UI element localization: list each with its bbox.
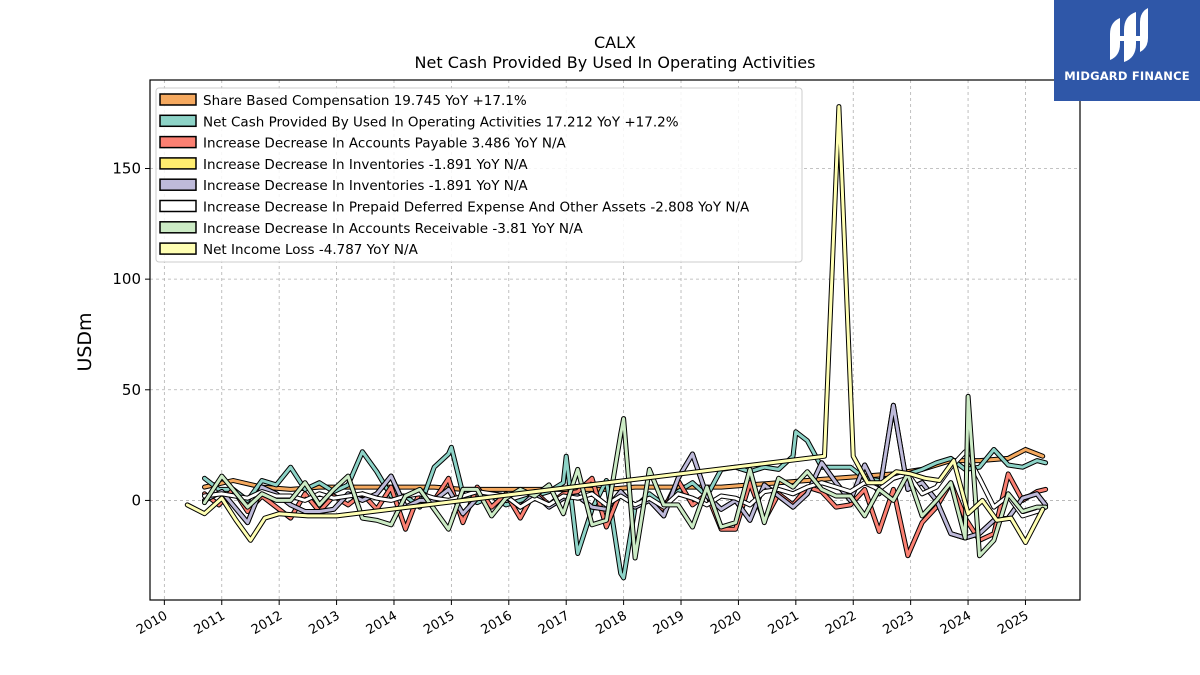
legend: Share Based Compensation 19.745 YoY +17.… (155, 87, 803, 263)
series-7 (184, 104, 1046, 545)
series-6 (202, 393, 1049, 561)
legend-swatch (159, 93, 197, 106)
legend-box (155, 87, 803, 263)
legend-label: Increase Decrease In Prepaid Deferred Ex… (203, 200, 750, 216)
brand-logo: MIDGARD FINANCE (1054, 0, 1200, 101)
legend-label: Increase Decrease In Inventories -1.891 … (203, 178, 528, 194)
y-tick-label: 150 (112, 160, 141, 178)
legend-label: Increase Decrease In Accounts Payable 3.… (203, 136, 566, 152)
legend-label: Net Cash Provided By Used In Operating A… (203, 114, 679, 130)
y-tick-label: 50 (122, 381, 141, 399)
y-axis: 0 50 100 150 (112, 160, 150, 509)
legend-swatch (159, 178, 197, 191)
y-tick-label: 0 (131, 491, 141, 509)
legend-label: Net Income Loss -4.787 YoY N/A (203, 242, 419, 258)
legend-swatch (159, 135, 197, 149)
plot-frame (149, 79, 1081, 601)
brand-mark-icon (1110, 8, 1148, 62)
y-tick-label: 100 (112, 270, 141, 288)
legend-label: Increase Decrease In Inventories -1.891 … (203, 157, 528, 173)
legend-swatch (159, 199, 197, 213)
legend-swatch (159, 242, 197, 255)
legend-swatch (159, 157, 197, 170)
chart-subtitle: Net Cash Provided By Used In Operating A… (415, 53, 816, 72)
legend-label: Share Based Compensation 19.745 YoY +17.… (203, 93, 527, 109)
series-line (203, 394, 1048, 560)
brand-name: MIDGARD FINANCE (1064, 69, 1190, 83)
legend-swatch (159, 114, 197, 128)
y-axis-label: USDm (74, 312, 96, 371)
series-line (185, 105, 1045, 544)
legend-swatch (159, 221, 197, 234)
legend-label: Increase Decrease In Accounts Receivable… (203, 221, 584, 237)
plot-area (184, 104, 1049, 581)
chart-title: CALX (594, 33, 636, 52)
